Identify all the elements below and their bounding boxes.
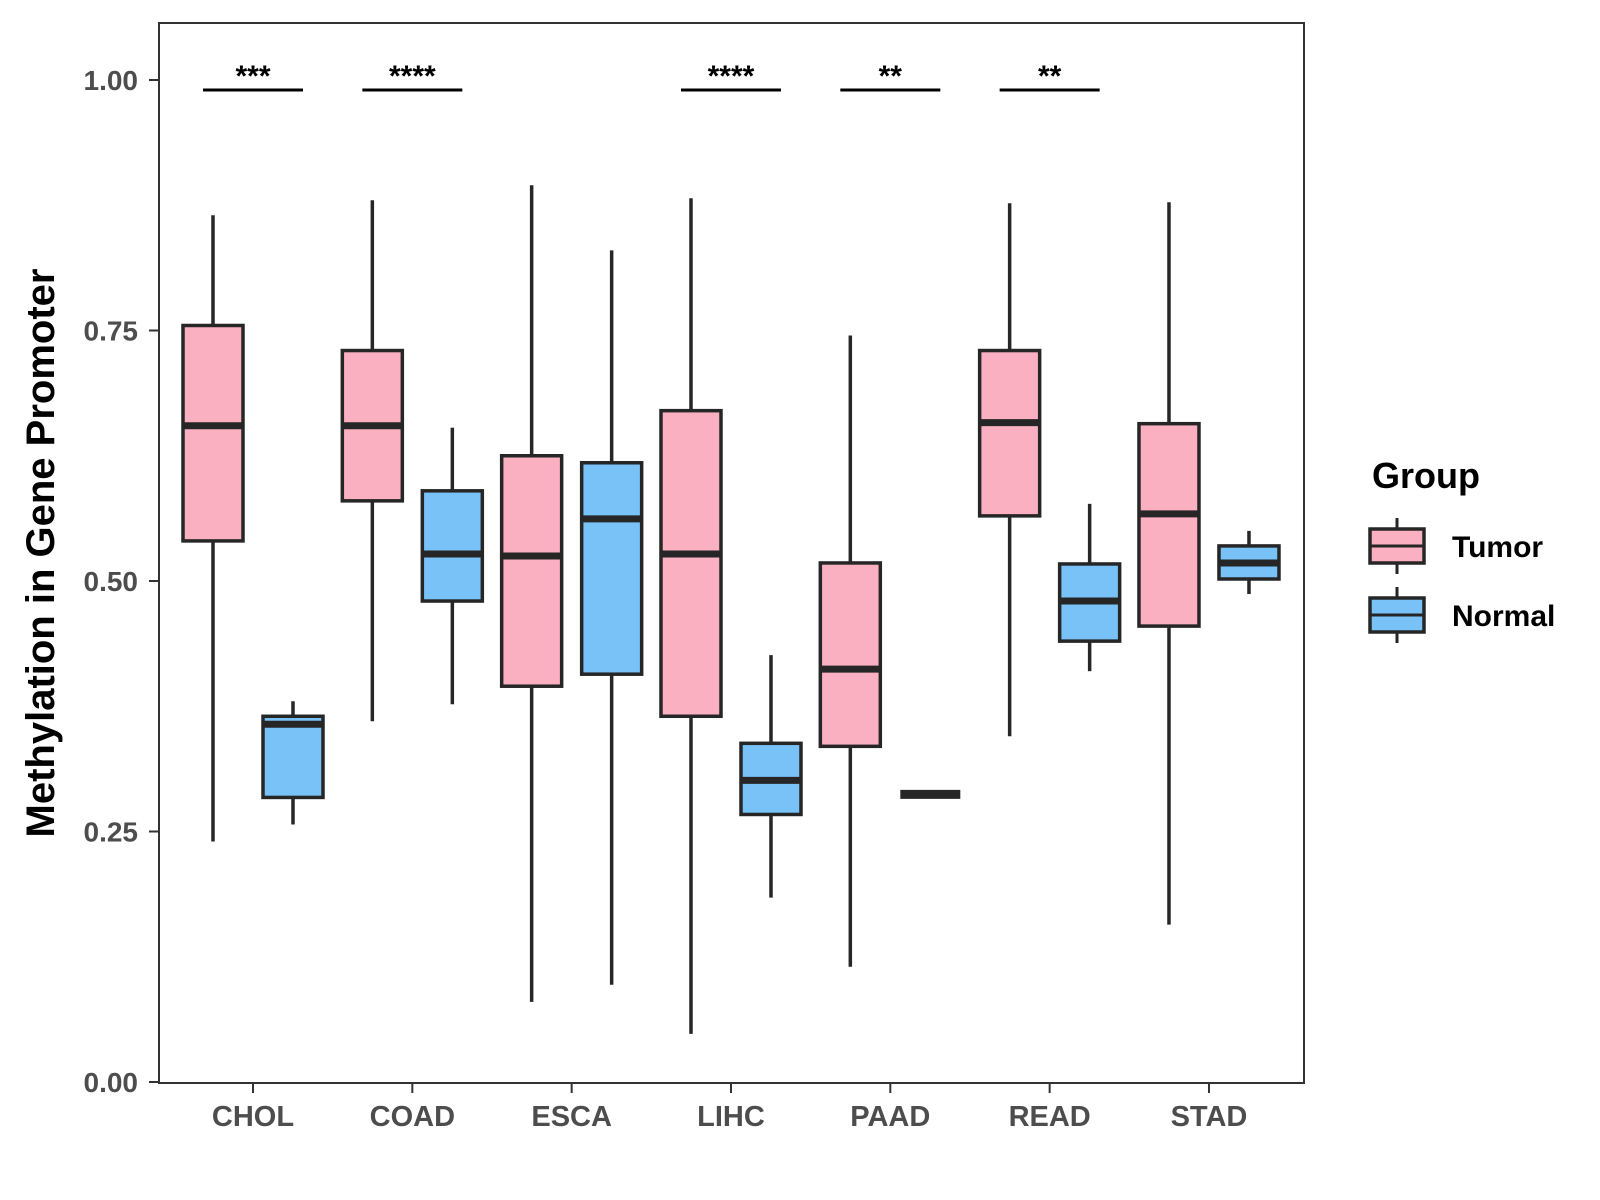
x-tick-label: CHOL xyxy=(212,1101,294,1133)
box-body xyxy=(579,461,644,676)
box-tumor-lihc xyxy=(659,198,723,1034)
legend: Group Tumor Normal xyxy=(1368,455,1555,643)
box-normal-chol xyxy=(261,701,325,825)
x-tick-label: PAAD xyxy=(850,1101,930,1133)
box-body xyxy=(977,348,1042,518)
y-axis-title: Methylation in Gene Promoter xyxy=(19,269,63,838)
box-tumor-esca xyxy=(499,185,564,1002)
significance-label: ** xyxy=(1038,60,1062,93)
significance-label: **** xyxy=(708,60,755,93)
box-body xyxy=(181,323,245,543)
legend-item-tumor: Tumor xyxy=(1368,518,1543,574)
significance-layer: *** **** **** ** ** xyxy=(203,60,1100,93)
legend-title: Group xyxy=(1372,455,1480,496)
y-tick-label: 1.00 xyxy=(84,65,139,96)
y-tick-label: 0.25 xyxy=(84,817,139,848)
y-axis: 0.00 0.25 0.50 0.75 1.00 xyxy=(84,65,159,1098)
box-body xyxy=(1137,421,1201,628)
box-body xyxy=(659,408,723,719)
x-tick-label: ESCA xyxy=(531,1101,612,1133)
box-normal-lihc xyxy=(739,655,803,898)
legend-label: Normal xyxy=(1452,600,1555,633)
box-body xyxy=(818,561,883,749)
box-normal-read xyxy=(1057,503,1122,672)
legend-label: Tumor xyxy=(1452,531,1543,564)
panel-border xyxy=(158,22,1305,1084)
x-tick-label: READ xyxy=(1009,1101,1091,1133)
box-layer xyxy=(181,185,1281,1034)
box-normal-stad xyxy=(1217,530,1281,595)
x-axis: CHOL COAD ESCA LIHC PAAD READ STAD xyxy=(212,1083,1247,1133)
y-tick-label: 0.50 xyxy=(84,566,139,597)
legend-item-normal: Normal xyxy=(1368,587,1555,643)
significance-label: *** xyxy=(235,60,270,93)
box-normal-esca xyxy=(579,250,644,985)
y-tick-label: 0.00 xyxy=(84,1067,139,1098)
box-body xyxy=(261,714,325,800)
box-body xyxy=(420,489,485,603)
y-tick-label: 0.75 xyxy=(84,316,139,347)
significance-label: ** xyxy=(879,60,903,93)
box-tumor-paad xyxy=(818,335,883,967)
box-normal-coad xyxy=(420,427,485,705)
significance-label: **** xyxy=(389,60,436,93)
x-tick-label: STAD xyxy=(1171,1101,1248,1133)
box-tumor-stad xyxy=(1137,202,1201,925)
x-tick-label: COAD xyxy=(370,1101,455,1133)
box-body xyxy=(499,454,564,688)
box-tumor-read xyxy=(977,203,1042,737)
box-tumor-chol xyxy=(181,215,245,842)
box-tumor-coad xyxy=(340,200,405,722)
x-tick-label: LIHC xyxy=(697,1101,765,1133)
